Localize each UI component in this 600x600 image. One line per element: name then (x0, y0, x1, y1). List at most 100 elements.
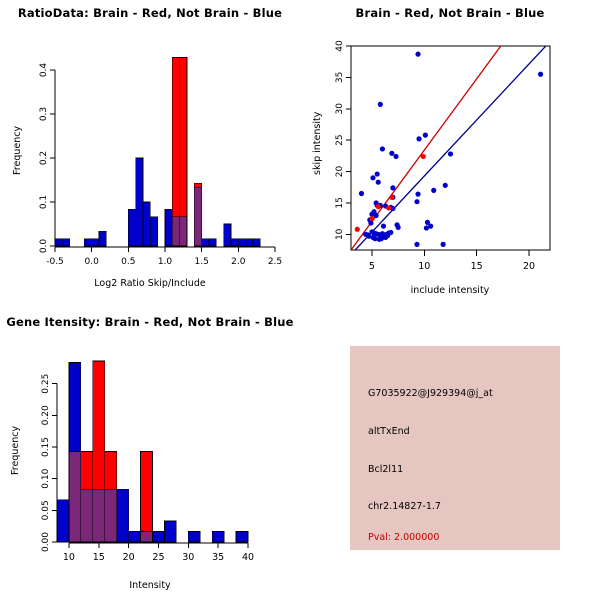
y-axis-tick-label: 0.0 (39, 239, 49, 254)
histogram-bar (140, 451, 153, 543)
ratio-histogram-plot: 0.0 0.1 0.2 0.3 0.4 -0.5 0.0 0.5 1.0 1.5 2.0 2.5 (39, 57, 282, 267)
x-axis-tick-label: 2.5 (268, 257, 282, 267)
y-axis-tick-label: 0.15 (41, 437, 51, 457)
x-axis-tick-label: -0.5 (46, 257, 64, 267)
scatter-point (365, 232, 371, 238)
histogram-bar (98, 230, 107, 247)
scatter-point (415, 51, 421, 57)
scatter-point (442, 182, 448, 188)
scatter-point (431, 187, 437, 193)
gene-info-panel: G7035922@J929394@j_at altTxEnd Bcl2l11 c… (350, 346, 560, 550)
scatter-point (389, 150, 395, 156)
histogram-bar (152, 531, 165, 543)
histogram-bar-overlap (179, 216, 188, 247)
gene-histogram-xlabel: Intensity (129, 580, 171, 591)
scatter-point (377, 101, 383, 107)
scatter-point (375, 179, 381, 185)
panel-intensity-scatter: Brain - Red, Not Brain - Blue skip inten… (300, 0, 600, 300)
scatter-point (414, 241, 420, 247)
scatter-point (423, 225, 430, 231)
info-pval: Pval: 2.000000 (368, 532, 440, 543)
histogram-bar (211, 531, 225, 543)
scatter-point (422, 132, 428, 138)
info-locus: chr2.14827-1.7 (368, 501, 441, 512)
regression-line-not-brain-fit (354, 46, 547, 250)
scatter-point (375, 204, 381, 210)
histogram-bar (91, 238, 100, 247)
y-axis-tick-label: 0.4 (39, 63, 49, 78)
scatter-plot: 10 15 20 25 30 35 40 5 10 15 20 (335, 40, 551, 272)
histogram-bar (164, 520, 177, 543)
scatter-point (369, 211, 375, 217)
histogram-bar (127, 208, 137, 247)
histogram-bar-overlap (171, 216, 181, 247)
scatter-point (428, 223, 434, 229)
scatter-inner (351, 46, 547, 250)
scatter-point (440, 241, 446, 247)
scatter-group: 10 15 20 25 30 35 40 5 10 15 20 (335, 40, 551, 272)
x-axis-tick-label: 40 (242, 552, 254, 563)
histogram-bar (149, 216, 159, 247)
histogram-bar (201, 238, 210, 247)
histogram-bar-overlap (80, 488, 94, 543)
y-axis-tick-label: 0.3 (39, 107, 49, 121)
scatter-point (374, 171, 380, 177)
y-axis-tick-label: 0.10 (41, 468, 51, 488)
x-axis-tick-label: 35 (212, 552, 224, 563)
y-axis-tick-label: 15 (335, 197, 345, 208)
y-axis-tick-label: 0.1 (39, 195, 49, 209)
x-axis-tick-label: 30 (182, 552, 194, 563)
y-axis-tick-label: 30 (335, 103, 345, 115)
histogram-bar (237, 238, 247, 247)
histogram-bar (230, 238, 239, 247)
scatter-point (386, 205, 392, 211)
y-axis-tick-label: 20 (335, 166, 345, 178)
scatter-point (370, 175, 376, 181)
y-axis-tick-label: 40 (335, 40, 345, 52)
y-axis-tick-label: 0.05 (41, 500, 51, 520)
panel-ratio-histogram: RatioData: Brain - Red, Not Brain - Blue… (0, 0, 300, 300)
scatter-point (354, 226, 360, 232)
histogram-bar (116, 488, 129, 543)
x-axis-tick-label: 1.0 (158, 257, 173, 267)
scatter-point (416, 136, 422, 142)
histogram-bar (83, 238, 93, 247)
histogram-bar (223, 223, 232, 247)
scatter-title: Brain - Red, Not Brain - Blue (355, 6, 545, 20)
histogram-bar (61, 238, 71, 247)
x-axis-tick-label: 10 (418, 261, 430, 272)
ratio-histogram-xlabel: Log2 Ratio Skip/Include (94, 278, 206, 289)
scatter-point (369, 216, 375, 222)
histogram-bar-overlap (140, 531, 153, 543)
scatter-point (420, 153, 426, 160)
scatter-point (380, 223, 387, 229)
histogram-bar (252, 238, 261, 247)
histogram-bar (54, 238, 63, 247)
scatter-point (372, 236, 378, 242)
histogram-bar-overlap (104, 488, 118, 543)
scatter-xlabel: include intensity (410, 285, 490, 296)
scatter-point (447, 151, 454, 157)
info-probe-id: G7035922@J929394@j_at (368, 388, 493, 399)
histogram-bar (56, 499, 70, 543)
plot-frame (350, 45, 551, 251)
histogram-bar (135, 157, 144, 247)
scatter-point (424, 219, 431, 225)
y-axis-tick-label: 0.00 (41, 532, 51, 552)
x-axis-tick-label: 15 (471, 261, 483, 272)
scatter-point (378, 236, 384, 242)
histogram-bar (187, 531, 201, 543)
x-axis-tick-label: 10 (63, 552, 75, 563)
scatter-point (368, 220, 374, 226)
y-axis-tick-label: 10 (335, 228, 345, 240)
x-axis-tick-label: 0.0 (85, 257, 100, 267)
scatter-point (415, 191, 421, 197)
x-axis-tick-label: 2.0 (231, 257, 246, 267)
x-axis-tick-label: 15 (93, 552, 105, 563)
y-axis-tick-label: 0.20 (41, 405, 51, 425)
histogram-bar (164, 208, 173, 247)
scatter-point (390, 205, 396, 212)
x-axis-tick-label: 20 (123, 552, 135, 563)
info-event-type: altTxEnd (368, 426, 410, 437)
panel-gene-histogram: Gene Itensity: Brain - Red, Not Brain - … (0, 300, 300, 600)
